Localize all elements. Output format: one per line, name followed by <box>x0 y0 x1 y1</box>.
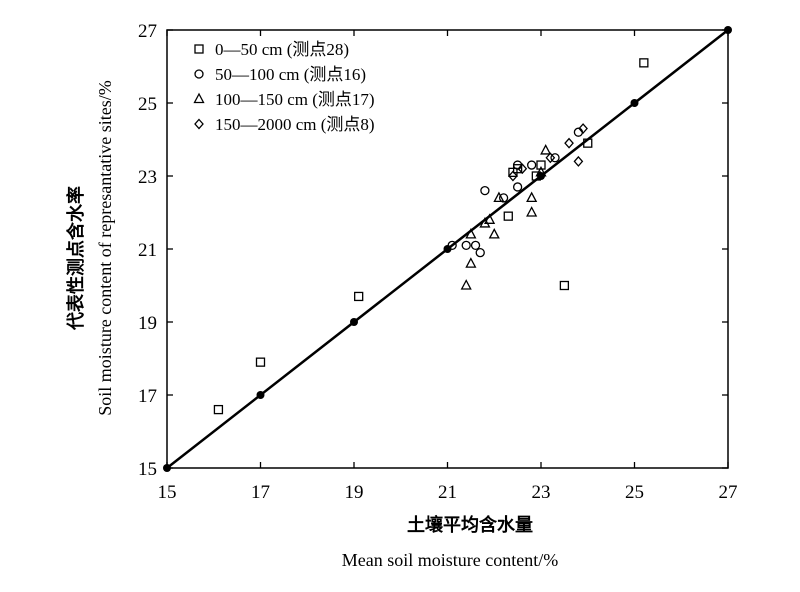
square-point <box>255 357 266 367</box>
x-axis-title-en: Mean soil moisture content/% <box>342 550 558 570</box>
series-circle <box>447 127 584 258</box>
circle-point <box>475 247 485 258</box>
triangle-point <box>465 228 477 239</box>
triangle-point <box>526 206 538 217</box>
circle-point <box>470 240 481 251</box>
series-diamond <box>508 123 588 182</box>
circle-point <box>447 240 457 251</box>
x-axis-title-cn: 土壤平均含水量 <box>407 514 533 536</box>
legend-triangle-marker <box>193 92 205 104</box>
square-point <box>512 164 523 174</box>
x-tick-label: 23 <box>532 482 551 503</box>
diamond-point <box>517 163 528 175</box>
x-tick-label: 21 <box>438 482 457 503</box>
x-tick-label: 19 <box>345 482 364 503</box>
square-point <box>639 58 649 68</box>
square-point <box>536 160 546 170</box>
diamond-point <box>578 123 588 135</box>
y-tick-label: 27 <box>138 21 157 42</box>
triangle-point <box>460 279 472 290</box>
triangle-point <box>488 228 500 239</box>
y-tick-label: 15 <box>138 459 157 480</box>
y-tick-label: 17 <box>138 386 157 407</box>
legend-label-square: 0—50 cm (测点28) <box>215 40 349 59</box>
legend: 0—50 cm (测点28) 50—100 cm (测点16) 100—150 cm… <box>193 40 375 134</box>
reference-marker <box>350 318 358 326</box>
y-tick-label: 19 <box>138 313 157 334</box>
x-tick-label: 15 <box>158 482 177 503</box>
diamond-point <box>508 170 518 182</box>
legend-label-circle: 50—100 cm (测点16) <box>215 65 366 84</box>
circle-point <box>480 185 490 196</box>
legend-label-diamond: 150—2000 cm (测点8) <box>215 115 375 134</box>
y-axis-title-cn: 代表性测点含水率 <box>65 186 87 331</box>
diamond-point <box>545 152 556 164</box>
series-triangle <box>460 144 552 290</box>
y-tick-label: 21 <box>138 240 157 261</box>
reference-marker <box>256 391 265 399</box>
y-tick-label: 25 <box>138 94 157 115</box>
x-axis-ticks: 15 17 19 21 23 25 27 <box>158 30 738 503</box>
y-tick-label: 23 <box>138 167 157 188</box>
x-tick-label: 27 <box>719 482 738 503</box>
x-tick-label: 25 <box>625 482 644 503</box>
y-axis-ticks: 15 17 19 21 23 25 27 <box>138 21 728 480</box>
triangle-point <box>540 144 552 155</box>
circle-point <box>527 160 537 170</box>
triangle-point <box>483 213 496 224</box>
triangle-point <box>465 257 477 268</box>
square-point <box>503 211 513 221</box>
triangle-point <box>526 191 538 203</box>
circle-point <box>573 127 584 137</box>
diamond-point <box>573 155 584 167</box>
triangle-point <box>535 165 547 177</box>
legend-diamond-marker <box>194 118 204 130</box>
circle-point <box>461 240 471 251</box>
reference-marker <box>630 99 639 107</box>
square-point <box>354 291 364 302</box>
x-tick-label: 17 <box>251 482 270 503</box>
series-square <box>213 58 649 415</box>
square-point <box>559 280 570 291</box>
triangle-point <box>493 191 505 203</box>
square-point <box>583 138 593 148</box>
legend-label-triangle: 100—150 cm (测点17) <box>215 90 375 109</box>
circle-point <box>550 153 560 163</box>
legend-circle-marker <box>194 69 204 79</box>
circle-point <box>512 182 523 192</box>
y-axis-title-en: Soil moisture content of represantative … <box>95 80 115 415</box>
diamond-point <box>564 137 574 149</box>
legend-square-marker <box>194 44 204 54</box>
reference-marker <box>443 245 452 253</box>
square-point <box>213 404 224 415</box>
data-points <box>213 58 649 415</box>
